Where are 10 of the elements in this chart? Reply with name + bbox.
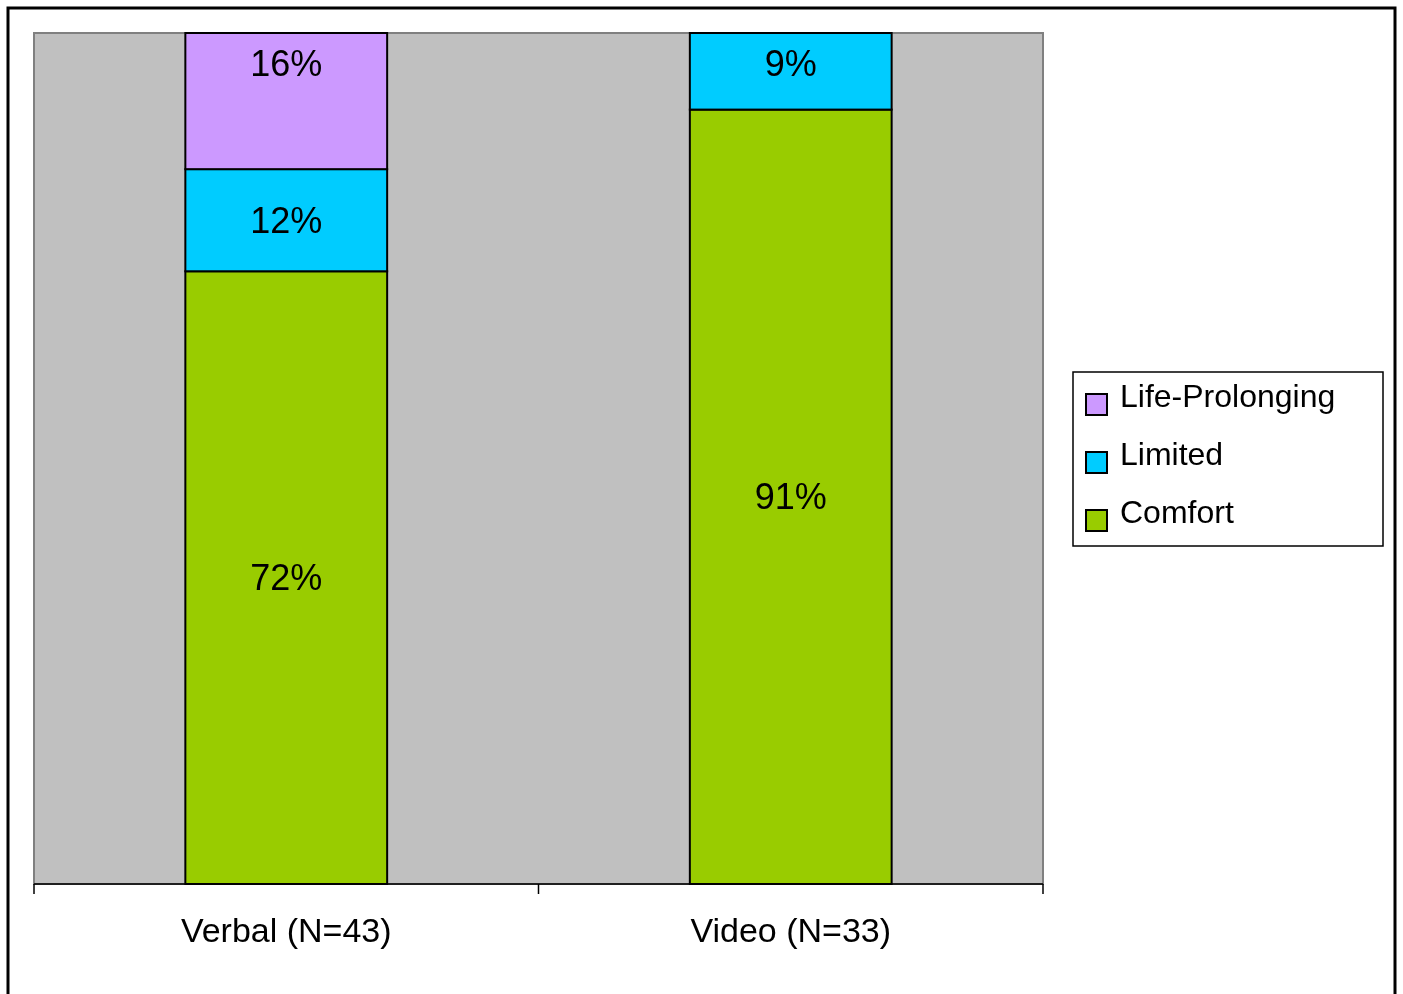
legend-label: Life-Prolonging	[1120, 378, 1336, 414]
x-tick-label: Video (N=33)	[690, 911, 892, 949]
legend-label: Comfort	[1120, 494, 1234, 530]
data-label: 16%	[250, 42, 323, 84]
data-label: 9%	[764, 42, 817, 84]
legend-label: Limited	[1120, 436, 1224, 472]
data-label: 91%	[754, 476, 827, 518]
x-tick-label: Verbal (N=43)	[180, 911, 392, 949]
data-label: 12%	[250, 199, 323, 241]
data-label: 72%	[250, 557, 323, 599]
